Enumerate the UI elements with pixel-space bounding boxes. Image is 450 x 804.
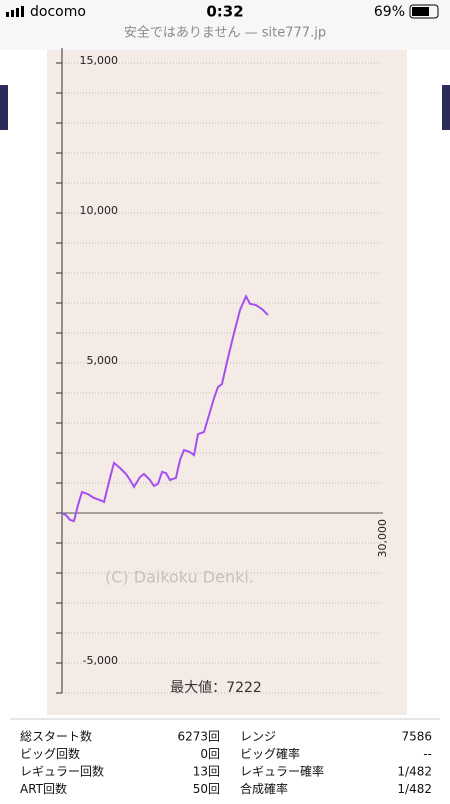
cell-label: 合成確率 [240,781,288,796]
cell-label: レンジ [240,730,276,744]
url: 安全ではありません — site777.jp [124,25,326,41]
battery-level [412,7,429,16]
cell-label: レギュラー回数 [20,764,104,779]
cell-value: 50回 [193,782,220,796]
chart-bg [47,50,407,715]
cell-value: 7586 [401,730,432,744]
cell-value: 6273回 [177,730,220,744]
cell-label: ビッグ回数 [20,746,80,761]
cell-value: 1/482 [397,782,432,796]
status-bar-bg [0,0,450,50]
side-strip [442,85,450,130]
cell-value: 1/482 [397,765,432,779]
clock: 0:32 [206,3,243,21]
side-strip [0,85,8,130]
watermark: (C) Daikoku Denki. [105,568,254,587]
cell-value: -- [423,747,432,761]
carrier: docomo [30,4,86,20]
battery-text: 69% [374,4,405,20]
battery-icon [409,4,439,19]
y-tick-label: 15,000 [80,54,119,67]
cell-label: ビッグ確率 [240,746,300,761]
x-tick-label: 30,000 [376,519,389,558]
data-line [61,294,269,523]
y-tick-label: -5,000 [83,654,118,667]
cell-label: レギュラー確率 [240,764,324,779]
cell-value: 13回 [193,765,220,779]
y-tick-label: 10,000 [80,204,119,217]
cell-label: ART回数 [20,781,67,796]
y-tick-label: 5,000 [87,354,119,367]
cell-value: 0回 [200,747,220,761]
cell-label: 総スタート数 [20,729,92,744]
max-label: 最大値：7222 [170,680,262,696]
signal [6,6,24,17]
